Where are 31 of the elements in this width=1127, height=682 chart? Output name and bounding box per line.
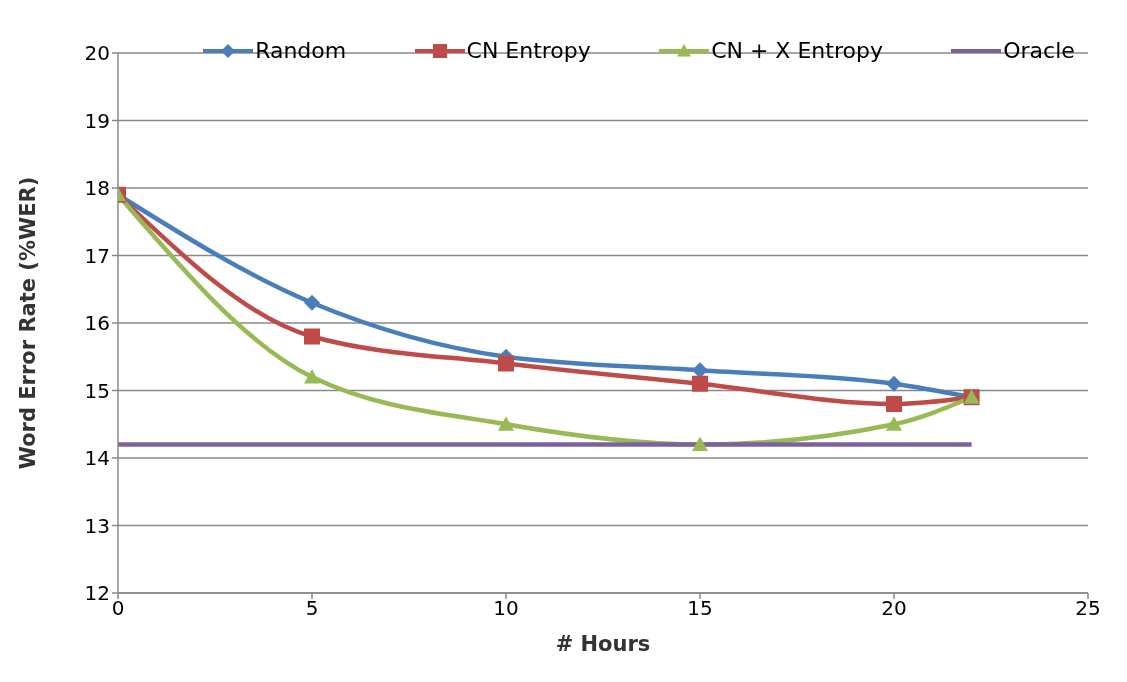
point xyxy=(304,369,320,384)
y-tick-label: 12 xyxy=(84,581,110,606)
legend-label: CN + X Entropy xyxy=(711,38,883,63)
point xyxy=(498,416,514,431)
point xyxy=(304,328,320,345)
point xyxy=(886,396,902,412)
point xyxy=(886,416,902,431)
y-axis-title: Word Error Rate (%WER) xyxy=(16,176,41,470)
x-tick-label: 15 xyxy=(687,596,713,621)
y-tick-label: 19 xyxy=(84,108,110,133)
y-tick-label: 17 xyxy=(84,243,110,268)
y-tick-label: 16 xyxy=(84,311,110,336)
y-tick-label: 14 xyxy=(84,446,110,471)
x-tick-label: 5 xyxy=(305,596,319,621)
y-tick-label: 15 xyxy=(84,378,110,403)
point xyxy=(304,294,320,311)
point xyxy=(692,375,708,392)
x-tick-label: 0 xyxy=(111,596,125,621)
x-tick-label: 20 xyxy=(881,596,907,621)
y-tick-label: 13 xyxy=(84,513,110,538)
x-tick-label: 25 xyxy=(1075,596,1101,621)
x-axis-title: # Hours xyxy=(555,632,651,656)
y-tick-label: 20 xyxy=(84,41,110,66)
point xyxy=(498,355,514,372)
point xyxy=(692,436,708,451)
legend-label: Random xyxy=(255,38,347,63)
y-tick-label: 18 xyxy=(84,176,110,201)
legend-label: Oracle xyxy=(1003,38,1075,63)
x-tick-label: 10 xyxy=(493,596,519,621)
legend-label: CN Entropy xyxy=(466,38,591,63)
point xyxy=(886,375,902,392)
